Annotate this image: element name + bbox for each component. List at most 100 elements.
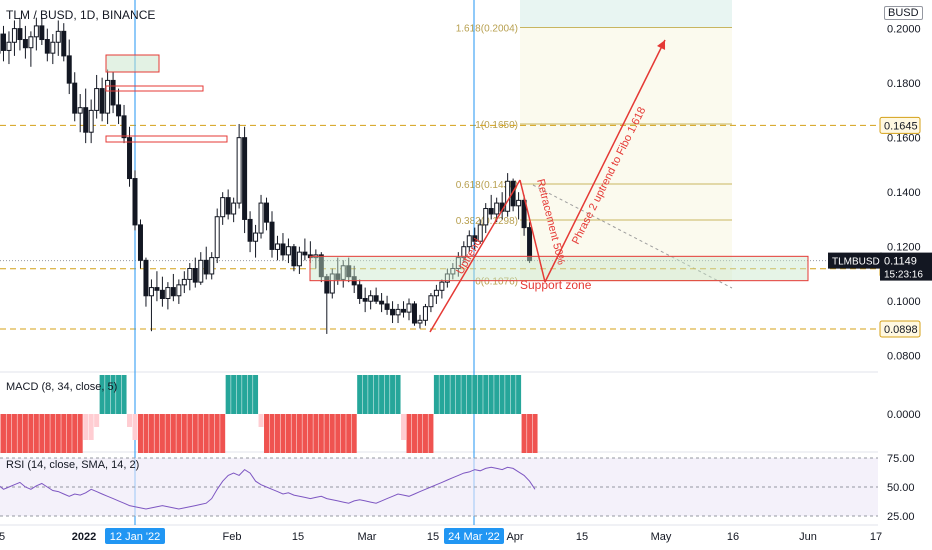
macd-bar — [77, 414, 83, 453]
candle-body — [439, 281, 445, 291]
candle-body — [22, 39, 28, 49]
fib-level-label: 0.618(0.1430) — [456, 180, 518, 191]
level-tag-value: 0.1645 — [884, 120, 918, 132]
uptrend-line — [429, 179, 521, 333]
rsi-axis-label: 75.00 — [887, 453, 915, 465]
macd-bar — [170, 414, 176, 453]
candle-body — [170, 287, 176, 297]
macd-bar — [368, 375, 374, 414]
candle-body — [422, 306, 428, 321]
macd-bar — [137, 414, 143, 453]
candle-body — [401, 308, 407, 313]
candle-body — [384, 303, 390, 310]
macd-bar — [532, 414, 538, 453]
macd-bar — [242, 375, 248, 414]
macd-bar — [236, 375, 242, 414]
candle-body — [110, 79, 116, 106]
candle-body — [411, 303, 417, 324]
candle-body — [258, 202, 264, 234]
macd-bar — [307, 414, 313, 453]
macd-bar — [324, 414, 330, 453]
macd-bar — [291, 414, 297, 453]
rsi-axis-label: 25.00 — [887, 511, 915, 523]
last-price-countdown: 15:23:16 — [884, 270, 923, 281]
macd-bar — [72, 414, 78, 453]
macd-bar — [154, 414, 160, 453]
symbol-title[interactable]: TLM / BUSD, 1D, BINANCE — [6, 8, 156, 22]
macd-bar — [346, 414, 352, 453]
macd-bar — [269, 414, 275, 453]
macd-bar — [61, 414, 67, 453]
candle-body — [368, 295, 374, 302]
candle-body — [39, 25, 45, 41]
candle-body — [274, 243, 280, 250]
candle-body — [220, 197, 226, 218]
candle-body — [11, 28, 17, 43]
macd-bar — [488, 375, 494, 414]
candle-body — [116, 104, 122, 117]
macd-bar — [39, 414, 45, 453]
candle-body — [357, 284, 363, 299]
candle-body — [285, 246, 291, 256]
macd-bar — [127, 414, 133, 427]
time-axis-label: Mar — [358, 531, 377, 543]
candle-body — [340, 265, 346, 280]
macd-bar — [329, 414, 335, 453]
macd-bar — [444, 375, 450, 414]
macd-bar — [433, 375, 439, 414]
price-axis[interactable]: 0.2000 0.1800 0.1600 0.1400 0.1200 0.1000 0.08… — [0, 24, 932, 544]
macd-bar — [527, 414, 533, 453]
time-axis-label: 17 — [870, 531, 882, 543]
candle-body — [187, 268, 193, 280]
macd-bar — [203, 414, 209, 453]
macd-bar — [247, 375, 253, 414]
rsi-title[interactable]: RSI (14, close, SMA, 14, 2) — [6, 459, 140, 471]
macd-bar — [390, 375, 396, 414]
candle-body — [214, 216, 220, 259]
candle-body — [159, 289, 165, 299]
candle-body — [231, 202, 237, 215]
candle-body — [132, 178, 138, 226]
macd-bar — [395, 375, 401, 414]
macd-bar — [22, 414, 28, 453]
macd-bar — [55, 414, 61, 453]
macd-bar — [411, 414, 417, 453]
candle-body — [264, 202, 270, 223]
level-tag-box — [879, 320, 921, 338]
support-zone-box — [309, 255, 809, 282]
candle-body — [455, 257, 461, 270]
fibonacci-tool[interactable]: 1.618(0.2004)1(0.1650)0.618(0.1430)0.382… — [456, 0, 733, 289]
currency-badge[interactable]: BUSD — [884, 6, 923, 20]
candle-body — [461, 246, 467, 259]
candle-body — [466, 235, 472, 248]
candle-body — [291, 246, 297, 267]
macd-bar — [499, 375, 505, 414]
time-highlight-label: 12 Jan '22 — [110, 531, 160, 543]
price-tick-label: 0.1400 — [887, 187, 921, 199]
candle-body — [247, 218, 253, 242]
candle-body — [516, 199, 522, 207]
macd-bar — [231, 375, 237, 414]
macd-bar — [379, 375, 385, 414]
candle-body — [433, 289, 439, 297]
macd-bar — [461, 375, 467, 414]
macd-title[interactable]: MACD (8, 34, close, 5) — [6, 381, 118, 393]
macd-bar — [318, 414, 324, 453]
macd-bar — [187, 414, 193, 453]
retracement-line — [519, 179, 546, 283]
candle-body — [521, 199, 527, 229]
macd-bar — [384, 375, 390, 414]
time-axis-label: May — [651, 531, 672, 543]
candle-body — [527, 227, 533, 262]
macd-bar — [406, 414, 412, 453]
macd-bar — [280, 414, 286, 453]
last-price-box — [880, 252, 932, 281]
candle-body — [390, 308, 396, 316]
time-axis-label: 15 — [576, 531, 588, 543]
zone-box-2 — [105, 85, 204, 92]
candle-body — [253, 232, 259, 242]
candle-body — [472, 235, 478, 242]
level-tag-box — [879, 116, 921, 134]
macd-bar — [121, 375, 127, 414]
candle-body — [33, 25, 39, 38]
